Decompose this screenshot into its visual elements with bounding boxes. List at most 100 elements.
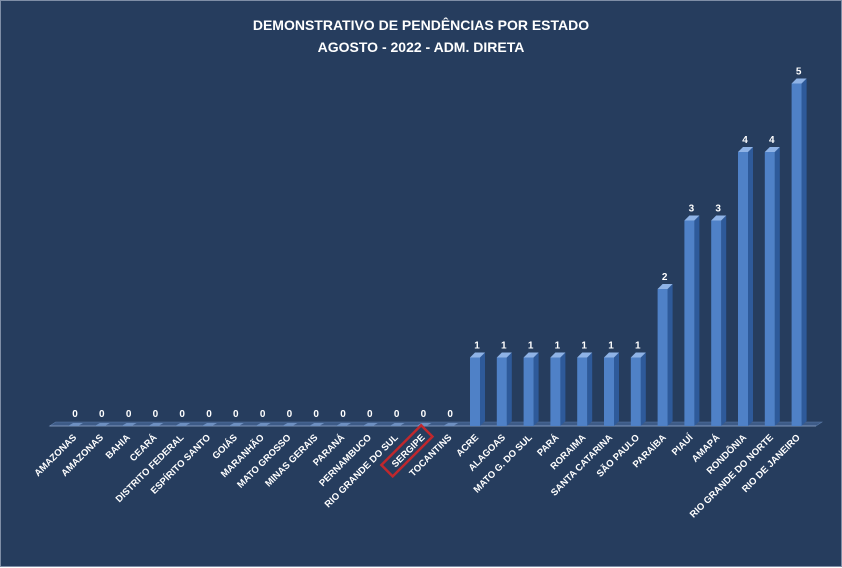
bar-top	[470, 352, 485, 358]
bar-front	[496, 357, 507, 426]
bar-front	[550, 357, 561, 426]
value-label: 1	[501, 341, 507, 352]
bar	[684, 215, 700, 426]
bar	[496, 352, 512, 426]
bar	[711, 215, 727, 426]
bar-flat	[362, 423, 378, 426]
bar	[630, 352, 646, 426]
bar-top	[764, 147, 780, 152]
bar	[738, 147, 753, 426]
value-label: 0	[447, 409, 453, 420]
bar-top	[550, 352, 566, 358]
bar-front	[738, 152, 748, 426]
bar	[657, 284, 673, 426]
bar-flat	[121, 423, 137, 426]
bar-side	[506, 352, 512, 426]
bar-front	[711, 220, 722, 426]
bar-side	[667, 284, 673, 426]
bar-top	[657, 284, 673, 289]
bar-flat	[309, 423, 325, 426]
bar-side	[480, 352, 485, 426]
bar	[470, 352, 485, 426]
bar-top	[523, 352, 539, 358]
value-label: 0	[260, 409, 266, 420]
value-label: 0	[421, 409, 427, 420]
floor-plane	[48, 421, 823, 427]
bar-top	[577, 352, 593, 358]
bar-top	[791, 78, 807, 84]
bar	[362, 423, 378, 426]
value-label: 2	[662, 272, 668, 283]
bar	[443, 423, 459, 426]
bar-top	[496, 352, 512, 358]
value-label: 0	[99, 409, 105, 420]
bar	[94, 423, 110, 426]
bar	[228, 423, 244, 426]
value-label: 1	[608, 341, 614, 352]
bar	[577, 352, 593, 426]
bar-side	[640, 352, 646, 426]
value-label: 4	[769, 135, 775, 146]
bar	[148, 423, 164, 426]
bar-top	[684, 215, 700, 221]
bar-top	[738, 147, 753, 152]
bar-flat	[148, 423, 164, 426]
value-label: 1	[474, 341, 480, 352]
bar-side	[774, 147, 780, 426]
bar-flat	[68, 423, 83, 426]
bar-front	[791, 83, 802, 426]
bar-top	[711, 215, 727, 221]
bar	[175, 423, 191, 426]
bar	[604, 352, 619, 426]
bar-side	[801, 78, 807, 426]
bar-flat	[175, 423, 191, 426]
bar	[68, 423, 83, 426]
value-label: 0	[287, 409, 293, 420]
sergipe-highlight-box	[379, 423, 435, 479]
value-label: 0	[313, 409, 319, 420]
bar-front	[684, 220, 695, 426]
bar	[202, 423, 217, 426]
value-label: 0	[126, 409, 132, 420]
bar	[121, 423, 137, 426]
bar	[550, 352, 566, 426]
value-label: 1	[555, 341, 561, 352]
value-label: 0	[233, 409, 239, 420]
bar	[282, 423, 298, 426]
bar-flat	[336, 423, 351, 426]
value-label: 1	[581, 341, 587, 352]
bar-flat	[94, 423, 110, 426]
value-labels-group: 0 0 0 0 0 0 0 0 0 0 0 0 0 0 0 1 1 1 1 1 1 1 2 3 3 4 4 5	[72, 67, 802, 421]
value-label: 4	[742, 135, 748, 146]
value-label: 0	[179, 409, 185, 420]
bar-flat	[228, 423, 244, 426]
bar-flat	[389, 423, 405, 426]
bar-side	[694, 215, 700, 426]
bar	[764, 147, 780, 426]
bar-front	[470, 357, 480, 426]
bar-side	[614, 352, 619, 426]
value-label: 0	[394, 409, 400, 420]
bar-flat	[443, 423, 459, 426]
chart-title: DEMONSTRATIVO DE PENDÊNCIAS POR ESTADO	[253, 16, 589, 33]
bar	[336, 423, 351, 426]
bar-side	[560, 352, 566, 426]
chart-subtitle: AGOSTO - 2022 - ADM. DIRETA	[318, 39, 525, 55]
value-label: 5	[796, 67, 802, 78]
value-label: 3	[689, 204, 695, 215]
bar-flat	[282, 423, 298, 426]
bar-front	[764, 152, 775, 426]
bar-top	[604, 352, 619, 358]
bar-side	[721, 215, 727, 426]
bar-front	[604, 357, 614, 426]
value-label: 0	[206, 409, 212, 420]
bar-side	[748, 147, 753, 426]
bar-front	[523, 357, 534, 426]
bar-flat	[255, 423, 271, 426]
bar	[309, 423, 325, 426]
bar	[255, 423, 271, 426]
value-label: 0	[72, 409, 78, 420]
